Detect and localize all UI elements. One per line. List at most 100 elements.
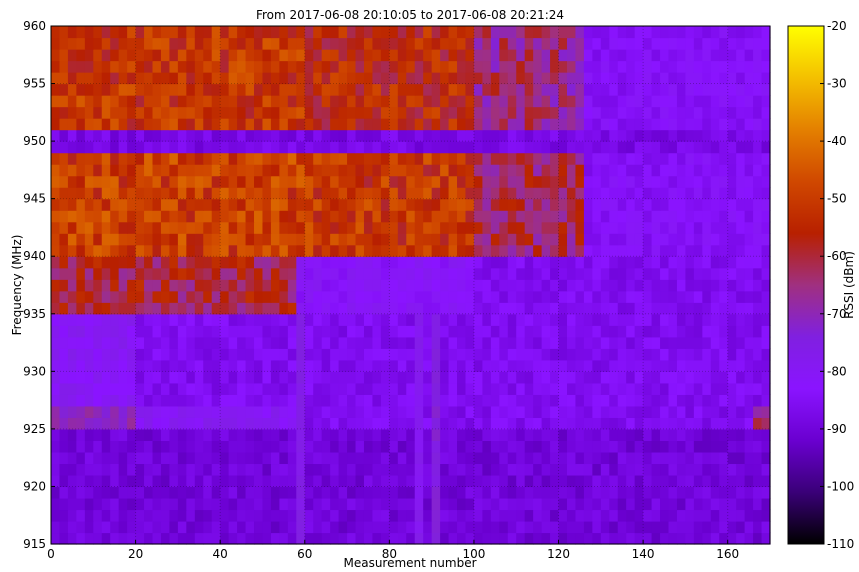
heatmap-cell	[237, 60, 247, 73]
heatmap-cell	[448, 233, 458, 246]
heatmap-cell	[203, 348, 213, 361]
heatmap-cell	[753, 95, 763, 108]
heatmap-cell	[744, 497, 754, 511]
heatmap-cell	[676, 141, 687, 154]
heatmap-cell	[169, 486, 179, 499]
heatmap-cell	[744, 26, 754, 39]
heatmap-cell	[397, 210, 407, 223]
heatmap-cell	[499, 474, 509, 488]
heatmap-cell	[583, 336, 593, 349]
heatmap-cell	[643, 152, 653, 165]
heatmap-cell	[736, 187, 746, 200]
heatmap-cell	[313, 520, 323, 534]
heatmap-cell	[372, 290, 382, 303]
heatmap-cell	[533, 336, 543, 349]
heatmap-cell	[321, 302, 331, 315]
heatmap-cell	[304, 394, 314, 407]
heatmap-cell	[321, 325, 331, 338]
heatmap-cell	[617, 371, 627, 384]
heatmap-cell	[617, 72, 627, 85]
heatmap-cell	[270, 279, 280, 292]
heatmap-cell	[101, 175, 111, 188]
heatmap-cell	[321, 474, 331, 488]
heatmap-cell	[473, 302, 483, 315]
heatmap-cell	[558, 394, 568, 407]
heatmap-cell	[465, 509, 475, 522]
heatmap-cell	[541, 267, 551, 280]
heatmap-cell	[617, 497, 627, 511]
heatmap-cell	[583, 509, 593, 522]
heatmap-cell	[550, 451, 560, 465]
heatmap-cell	[414, 509, 424, 522]
heatmap-cell	[600, 210, 610, 223]
heatmap-cell	[660, 474, 670, 488]
heatmap-cell	[380, 83, 390, 96]
heatmap-cell	[457, 129, 467, 142]
heatmap-cell	[457, 486, 467, 499]
heatmap-cell	[719, 129, 729, 142]
heatmap-cell	[668, 233, 678, 246]
heatmap-cell	[160, 371, 171, 384]
heatmap-cell	[186, 394, 196, 407]
heatmap-cell	[702, 49, 712, 62]
heatmap-cell	[482, 497, 492, 511]
heatmap-cell	[313, 60, 323, 73]
heatmap-cell	[558, 106, 568, 119]
heatmap-cell	[702, 325, 712, 338]
heatmap-cell	[237, 451, 247, 465]
heatmap-cell	[101, 210, 111, 223]
heatmap-cell	[668, 83, 678, 96]
heatmap-cell	[59, 302, 69, 315]
heatmap-cell	[736, 417, 746, 430]
heatmap-cell	[727, 95, 737, 108]
heatmap-cell	[660, 486, 670, 499]
heatmap-cell	[499, 164, 509, 177]
heatmap-cell	[93, 152, 103, 165]
heatmap-cell	[330, 221, 340, 234]
heatmap-cell	[423, 233, 433, 246]
heatmap-cell	[643, 405, 653, 418]
heatmap-cell	[761, 244, 771, 257]
heatmap-cell	[643, 256, 653, 269]
heatmap-cell	[313, 509, 323, 522]
heatmap-cell	[465, 394, 475, 407]
heatmap-cell	[566, 175, 577, 188]
heatmap-cell	[499, 417, 509, 430]
heatmap-cell	[465, 463, 475, 476]
heatmap-cell	[203, 486, 213, 499]
heatmap-cell	[262, 49, 272, 62]
heatmap-cell	[152, 26, 162, 39]
heatmap-cell	[279, 141, 289, 154]
heatmap-cell	[372, 428, 382, 441]
heatmap-cell	[626, 302, 636, 315]
heatmap-cell	[693, 49, 703, 62]
heatmap-cell	[84, 348, 94, 361]
heatmap-cell	[423, 164, 433, 177]
heatmap-cell	[51, 394, 61, 407]
heatmap-cell	[507, 210, 517, 223]
heatmap-cell	[651, 72, 661, 85]
heatmap-cell	[245, 141, 255, 154]
heatmap-cell	[135, 336, 145, 349]
heatmap-cell	[389, 474, 399, 488]
heatmap-cell	[448, 198, 458, 211]
heatmap-cell	[524, 451, 534, 465]
heatmap-cell	[177, 210, 187, 223]
heatmap-cell	[643, 37, 653, 50]
heatmap-cell	[152, 175, 162, 188]
heatmap-cell	[279, 359, 289, 372]
heatmap-cell	[254, 256, 264, 269]
heatmap-cell	[727, 233, 737, 246]
heatmap-cell	[135, 405, 145, 418]
heatmap-cell	[617, 359, 627, 372]
heatmap-cell	[507, 382, 517, 395]
heatmap-cell	[617, 325, 627, 338]
heatmap-cell	[127, 244, 137, 257]
heatmap-cell	[516, 164, 526, 177]
heatmap-cell	[135, 49, 145, 62]
heatmap-cell	[355, 72, 365, 85]
heatmap-cell	[524, 302, 534, 315]
heatmap-cell	[465, 474, 475, 488]
heatmap-cell	[490, 463, 500, 476]
heatmap-cell	[727, 325, 737, 338]
